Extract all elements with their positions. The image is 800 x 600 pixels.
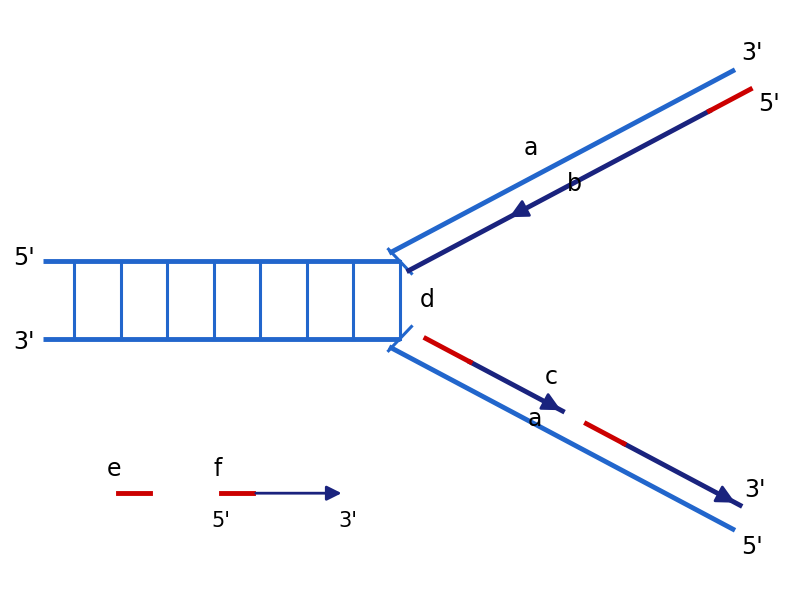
Text: 3': 3'	[741, 41, 762, 65]
Text: 5': 5'	[741, 535, 762, 559]
Text: 5': 5'	[212, 511, 230, 531]
Text: a: a	[528, 407, 542, 431]
Text: e: e	[106, 457, 122, 481]
Text: f: f	[213, 457, 222, 481]
Text: d: d	[420, 288, 434, 312]
Text: 3': 3'	[744, 478, 766, 502]
Text: 3': 3'	[13, 329, 34, 353]
Text: 3': 3'	[339, 511, 358, 531]
Text: c: c	[545, 365, 558, 389]
Text: a: a	[524, 136, 538, 160]
Text: 5': 5'	[13, 247, 34, 271]
Text: b: b	[567, 172, 582, 196]
Text: 5': 5'	[758, 92, 780, 116]
